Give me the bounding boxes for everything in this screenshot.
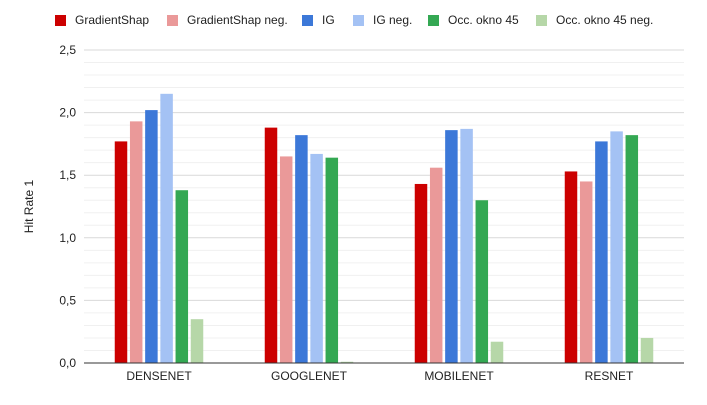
- legend-item: Occ. okno 45 neg.: [536, 13, 653, 27]
- bar-googlenet-3: [310, 153, 323, 363]
- bar-mobilenet-2: [445, 130, 458, 363]
- bar-resnet-0: [564, 171, 578, 363]
- legend-item: GradientShap: [55, 13, 149, 27]
- legend-item: IG: [302, 13, 335, 27]
- legend-item: GradientShap neg.: [167, 13, 288, 27]
- x-tick-label: DENSENET: [126, 369, 192, 383]
- bar-resnet-4: [625, 135, 639, 363]
- x-tick-label: GOOGLENET: [271, 369, 348, 383]
- y-tick-label: 0,5: [59, 293, 76, 307]
- x-tick-label: RESNET: [585, 369, 634, 383]
- legend-item: IG neg.: [353, 13, 412, 27]
- y-tick-label: 1,5: [59, 168, 76, 182]
- bar-densenet-3: [160, 93, 173, 363]
- bar-googlenet-2: [295, 135, 308, 363]
- y-tick-label: 2,5: [59, 43, 76, 57]
- y-tick-label: 2,0: [59, 106, 76, 120]
- bar-densenet-4: [175, 190, 189, 363]
- bar-densenet-1: [129, 121, 143, 363]
- bar-resnet-3: [610, 131, 623, 363]
- legend-swatch: [55, 14, 66, 26]
- legend-swatch: [167, 14, 178, 26]
- bar-mobilenet-3: [460, 128, 473, 363]
- bar-googlenet-0: [264, 127, 278, 364]
- bar-resnet-5: [640, 337, 654, 363]
- x-tick-label: MOBILENET: [424, 369, 494, 383]
- y-tick-label: 0,0: [59, 356, 76, 370]
- bar-mobilenet-0: [414, 183, 428, 363]
- y-tick-label: 1,0: [59, 231, 76, 245]
- legend-swatch: [353, 14, 364, 26]
- bar-googlenet-4: [325, 157, 339, 363]
- legend-label: IG: [322, 13, 335, 27]
- legend-swatch: [536, 14, 547, 26]
- bar-densenet-5: [190, 319, 204, 363]
- bar-googlenet-1: [279, 156, 293, 363]
- bar-densenet-0: [114, 141, 128, 363]
- legend-label: Occ. okno 45 neg.: [556, 13, 654, 27]
- legend-swatch: [302, 14, 313, 26]
- legend-item: Occ. okno 45: [428, 13, 519, 27]
- bar-mobilenet-1: [429, 167, 443, 363]
- bar-densenet-2: [145, 110, 158, 363]
- bar-mobilenet-5: [490, 341, 504, 363]
- legend-label: GradientShap neg.: [187, 13, 288, 27]
- legend-label: IG neg.: [373, 13, 413, 27]
- bar-googlenet-5: [340, 361, 354, 363]
- legend: GradientShap GradientShap neg. IG IG neg. Oc…: [0, 0, 707, 40]
- bar-resnet-2: [595, 141, 608, 363]
- legend-label: Occ. okno 45: [448, 13, 519, 27]
- legend-label: GradientShap: [75, 13, 150, 27]
- bar-resnet-1: [579, 181, 593, 363]
- bar-mobilenet-4: [475, 200, 489, 363]
- y-axis-title: Hit Rate 1: [22, 179, 36, 233]
- legend-swatch: [428, 14, 439, 26]
